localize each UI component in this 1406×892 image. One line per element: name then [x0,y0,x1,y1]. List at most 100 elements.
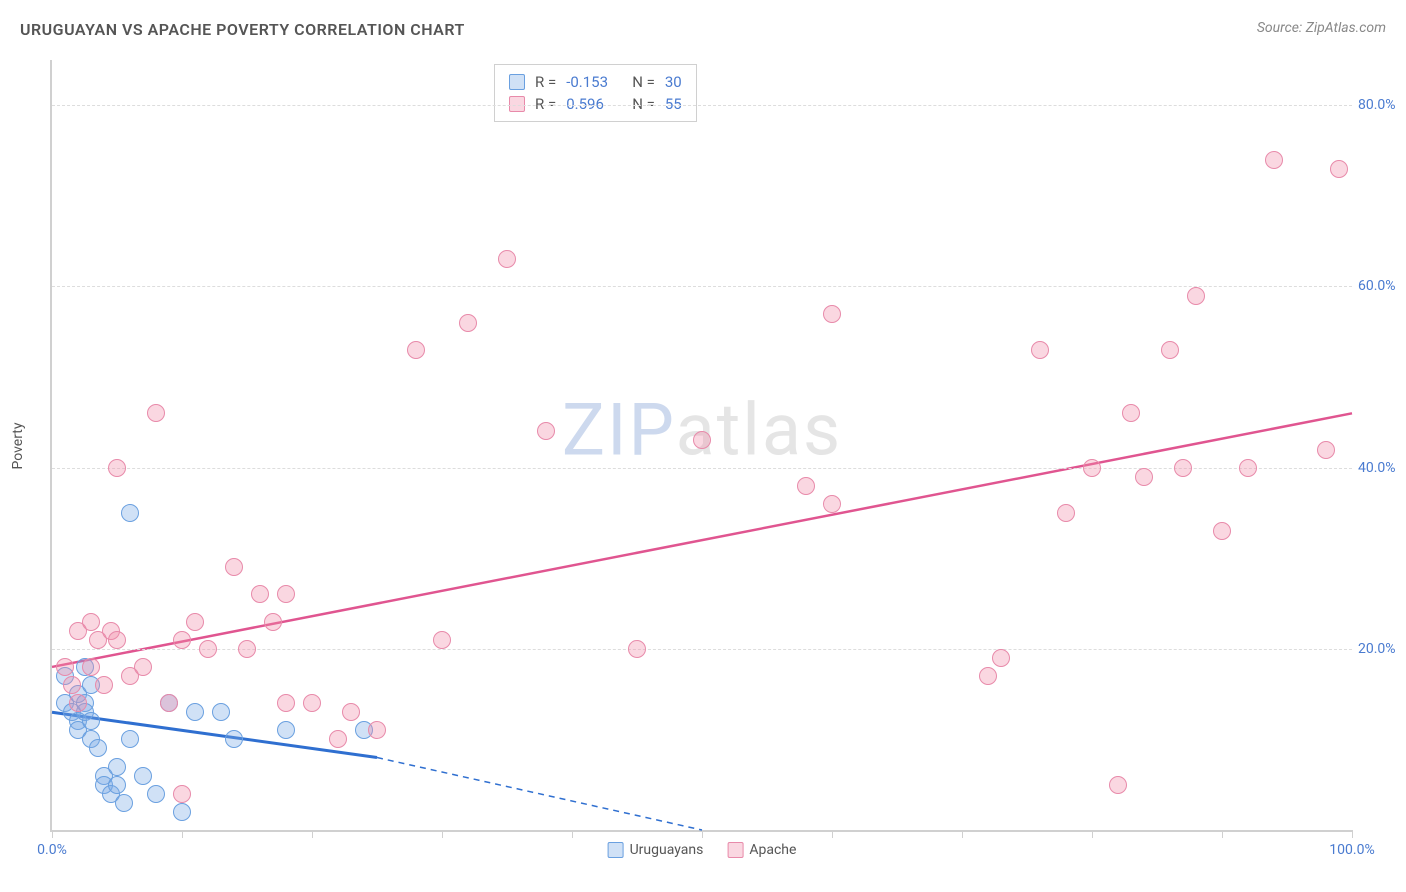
legend-swatch [608,842,624,858]
data-point-apache [277,585,295,603]
data-point-apache [1265,151,1283,169]
gridline [52,105,1352,106]
x-tick [52,830,53,838]
chart-title: URUGUAYAN VS APACHE POVERTY CORRELATION … [20,20,465,39]
data-point-uruguayans [147,785,165,803]
data-point-uruguayans [225,730,243,748]
legend-swatch [509,96,525,112]
x-tick [1222,830,1223,838]
data-point-uruguayans [89,739,107,757]
data-point-apache [69,694,87,712]
data-point-apache [498,250,516,268]
data-point-apache [63,676,81,694]
series-legend: Uruguayans Apache [608,842,797,858]
data-point-apache [1161,341,1179,359]
correlation-legend: R = -0.153 N = 30 R = 0.596 N = 55 [494,64,697,122]
data-point-apache [537,422,555,440]
legend-r-value: 0.596 [566,93,622,115]
data-point-apache [277,694,295,712]
y-tick-label: 40.0% [1358,460,1406,476]
legend-item-uruguayans: Uruguayans [608,842,704,858]
legend-n-value: 30 [665,71,682,93]
legend-label: Apache [749,842,796,858]
x-tick [312,830,313,838]
legend-r-value: -0.153 [566,71,622,93]
data-point-apache [173,785,191,803]
data-point-uruguayans [108,776,126,794]
data-point-apache [1174,459,1192,477]
data-point-apache [108,631,126,649]
data-point-apache [342,703,360,721]
y-tick-label: 60.0% [1358,278,1406,294]
trend-line-ext-uruguayans [377,758,702,830]
source-label: Source: ZipAtlas.com [1257,20,1386,36]
legend-n-label: N = [632,71,655,93]
y-tick-label: 80.0% [1358,97,1406,113]
data-point-apache [1317,441,1335,459]
data-point-uruguayans [212,703,230,721]
x-tick [182,830,183,838]
x-tick [962,830,963,838]
data-point-apache [264,613,282,631]
data-point-apache [1330,160,1348,178]
watermark-part2: atlas [676,387,843,472]
x-tick [1092,830,1093,838]
data-point-apache [95,676,113,694]
legend-n-label: N = [632,93,655,115]
x-tick-label: 100.0% [1329,842,1374,858]
data-point-apache [628,640,646,658]
data-point-apache [82,613,100,631]
data-point-apache [329,730,347,748]
x-tick-label: 0.0% [37,842,67,858]
data-point-uruguayans [173,803,191,821]
data-point-apache [56,658,74,676]
data-point-apache [823,305,841,323]
trend-line-apache [52,413,1352,667]
data-point-apache [1057,504,1075,522]
data-point-apache [979,667,997,685]
data-point-apache [186,613,204,631]
legend-r-label: R = [535,93,556,115]
data-point-apache [225,558,243,576]
y-axis-title: Poverty [10,422,26,469]
data-point-apache [1083,459,1101,477]
legend-r-label: R = [535,71,556,93]
data-point-apache [433,631,451,649]
data-point-uruguayans [121,504,139,522]
data-point-apache [199,640,217,658]
data-point-apache [797,477,815,495]
data-point-apache [251,585,269,603]
data-point-apache [108,459,126,477]
legend-label: Uruguayans [630,842,704,858]
data-point-uruguayans [121,730,139,748]
data-point-apache [823,495,841,513]
x-tick [572,830,573,838]
data-point-apache [1031,341,1049,359]
data-point-apache [992,649,1010,667]
data-point-apache [693,431,711,449]
x-tick [442,830,443,838]
data-point-uruguayans [277,721,295,739]
data-point-apache [368,721,386,739]
gridline [52,286,1352,287]
data-point-apache [82,658,100,676]
legend-swatch [727,842,743,858]
legend-row-uruguayans: R = -0.153 N = 30 [509,71,682,93]
data-point-apache [1135,468,1153,486]
data-point-apache [1122,404,1140,422]
data-point-apache [1213,522,1231,540]
data-point-apache [238,640,256,658]
data-point-apache [160,694,178,712]
data-point-apache [1109,776,1127,794]
data-point-apache [134,658,152,676]
data-point-apache [1187,287,1205,305]
legend-n-value: 55 [665,93,682,115]
watermark-part1: ZIP [562,387,676,472]
data-point-uruguayans [108,758,126,776]
x-tick [832,830,833,838]
gridline [52,468,1352,469]
y-tick-label: 20.0% [1358,641,1406,657]
x-tick [1352,830,1353,838]
legend-item-apache: Apache [727,842,796,858]
data-point-uruguayans [134,767,152,785]
